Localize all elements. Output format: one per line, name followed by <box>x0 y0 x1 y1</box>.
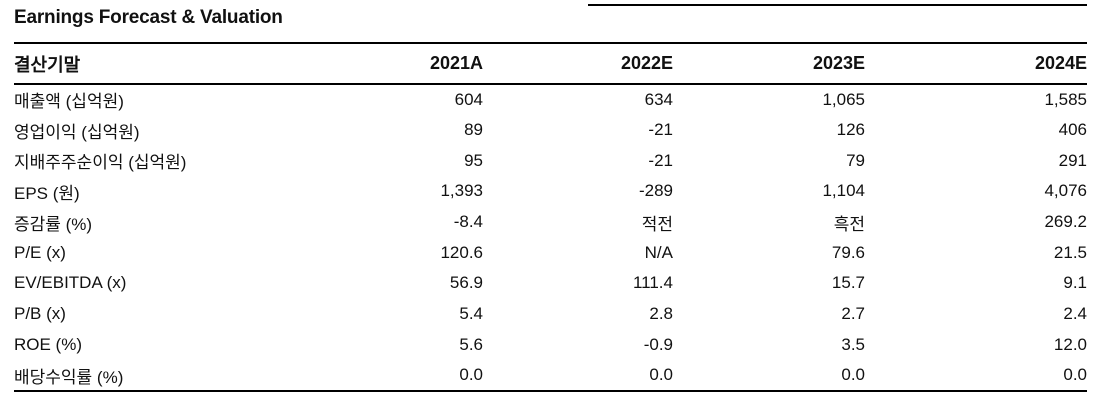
table-row: 배당수익률 (%) 0.0 0.0 0.0 0.0 <box>14 360 1087 391</box>
cell-value: 1,104 <box>822 181 865 201</box>
cell-value: 0.0 <box>649 365 673 385</box>
row-label: 배당수익률 (%) <box>14 367 124 387</box>
cell-value: -0.9 <box>643 334 673 354</box>
header-fiscal-period: 결산기말 <box>14 54 81 75</box>
row-label: ROE (%) <box>14 334 82 354</box>
cell-value: 9.1 <box>1063 273 1087 293</box>
table-row: EPS (원) 1,393 -289 1,104 4,076 <box>14 176 1087 207</box>
cell-value: -8.4 <box>453 212 483 232</box>
cell-value: 21.5 <box>1053 242 1087 262</box>
cell-value: 0.0 <box>841 365 865 385</box>
cell-value: 5.4 <box>459 304 483 324</box>
table-row: ROE (%) 5.6 -0.9 3.5 12.0 <box>14 330 1087 361</box>
cell-value: 79.6 <box>831 242 865 262</box>
table-row: 영업이익 (십억원) 89 -21 126 406 <box>14 115 1087 146</box>
cell-value: 604 <box>454 89 483 109</box>
cell-value: 2.7 <box>841 304 865 324</box>
cell-value: -21 <box>648 150 673 170</box>
table-row: EV/EBITDA (x) 56.9 111.4 15.7 9.1 <box>14 268 1087 299</box>
header-2021a: 2021A <box>429 53 483 73</box>
cell-value: 111.4 <box>632 273 673 293</box>
cell-value: 89 <box>464 120 483 140</box>
cell-value: 291 <box>1058 150 1087 170</box>
row-label: P/E (x) <box>14 242 66 262</box>
table-row: 지배주주순이익 (십억원) 95 -21 79 291 <box>14 145 1087 176</box>
header-2023e: 2023E <box>812 53 865 73</box>
cell-value: 1,065 <box>822 89 865 109</box>
cell-value: 2.8 <box>649 304 673 324</box>
cell-value: 56.9 <box>449 273 483 293</box>
cell-value: 79 <box>846 150 865 170</box>
row-label: 증감률 (%) <box>14 214 93 234</box>
cell-value: 1,393 <box>440 181 483 201</box>
cell-value: -21 <box>648 120 673 140</box>
cell-value: 15.7 <box>831 273 865 293</box>
header-2022e: 2022E <box>620 53 673 73</box>
row-label: EPS (원) <box>14 183 80 203</box>
row-label: 매출액 (십억원) <box>14 92 124 112</box>
table-header-row: 결산기말 2021A 2022E 2023E 2024E <box>14 43 1087 84</box>
top-right-divider <box>588 4 1087 6</box>
earnings-forecast-table: 결산기말 2021A 2022E 2023E 2024E 매출액 (십억원) 6… <box>14 42 1087 392</box>
page-title: Earnings Forecast & Valuation <box>14 7 283 28</box>
cell-value: 95 <box>464 150 483 170</box>
cell-value: 406 <box>1058 120 1087 140</box>
cell-value: 126 <box>836 120 865 140</box>
cell-value: 0.0 <box>459 365 483 385</box>
cell-value: 5.6 <box>459 334 483 354</box>
cell-value: N/A <box>644 242 673 262</box>
header-2024e: 2024E <box>1034 53 1087 73</box>
cell-value: 269.2 <box>1044 212 1087 232</box>
cell-value: 적전 <box>641 214 673 234</box>
cell-value: 120.6 <box>440 242 483 262</box>
table-row: P/E (x) 120.6 N/A 79.6 21.5 <box>14 237 1087 268</box>
row-label: EV/EBITDA (x) <box>14 273 127 293</box>
cell-value: 634 <box>644 89 673 109</box>
cell-value: 12.0 <box>1053 334 1087 354</box>
row-label: P/B (x) <box>14 304 66 324</box>
row-label: 지배주주순이익 (십억원) <box>14 153 187 173</box>
table-row: 매출액 (십억원) 604 634 1,065 1,585 <box>14 84 1087 115</box>
cell-value: 1,585 <box>1044 89 1087 109</box>
cell-value: 2.4 <box>1063 304 1087 324</box>
cell-value: 0.0 <box>1063 365 1087 385</box>
table-row: 증감률 (%) -8.4 적전 흑전 269.2 <box>14 207 1087 238</box>
row-label: 영업이익 (십억원) <box>14 122 140 142</box>
cell-value: 3.5 <box>841 334 865 354</box>
table-row: P/B (x) 5.4 2.8 2.7 2.4 <box>14 299 1087 330</box>
cell-value: 4,076 <box>1044 181 1087 201</box>
cell-value: -289 <box>638 181 673 201</box>
cell-value: 흑전 <box>833 214 865 234</box>
